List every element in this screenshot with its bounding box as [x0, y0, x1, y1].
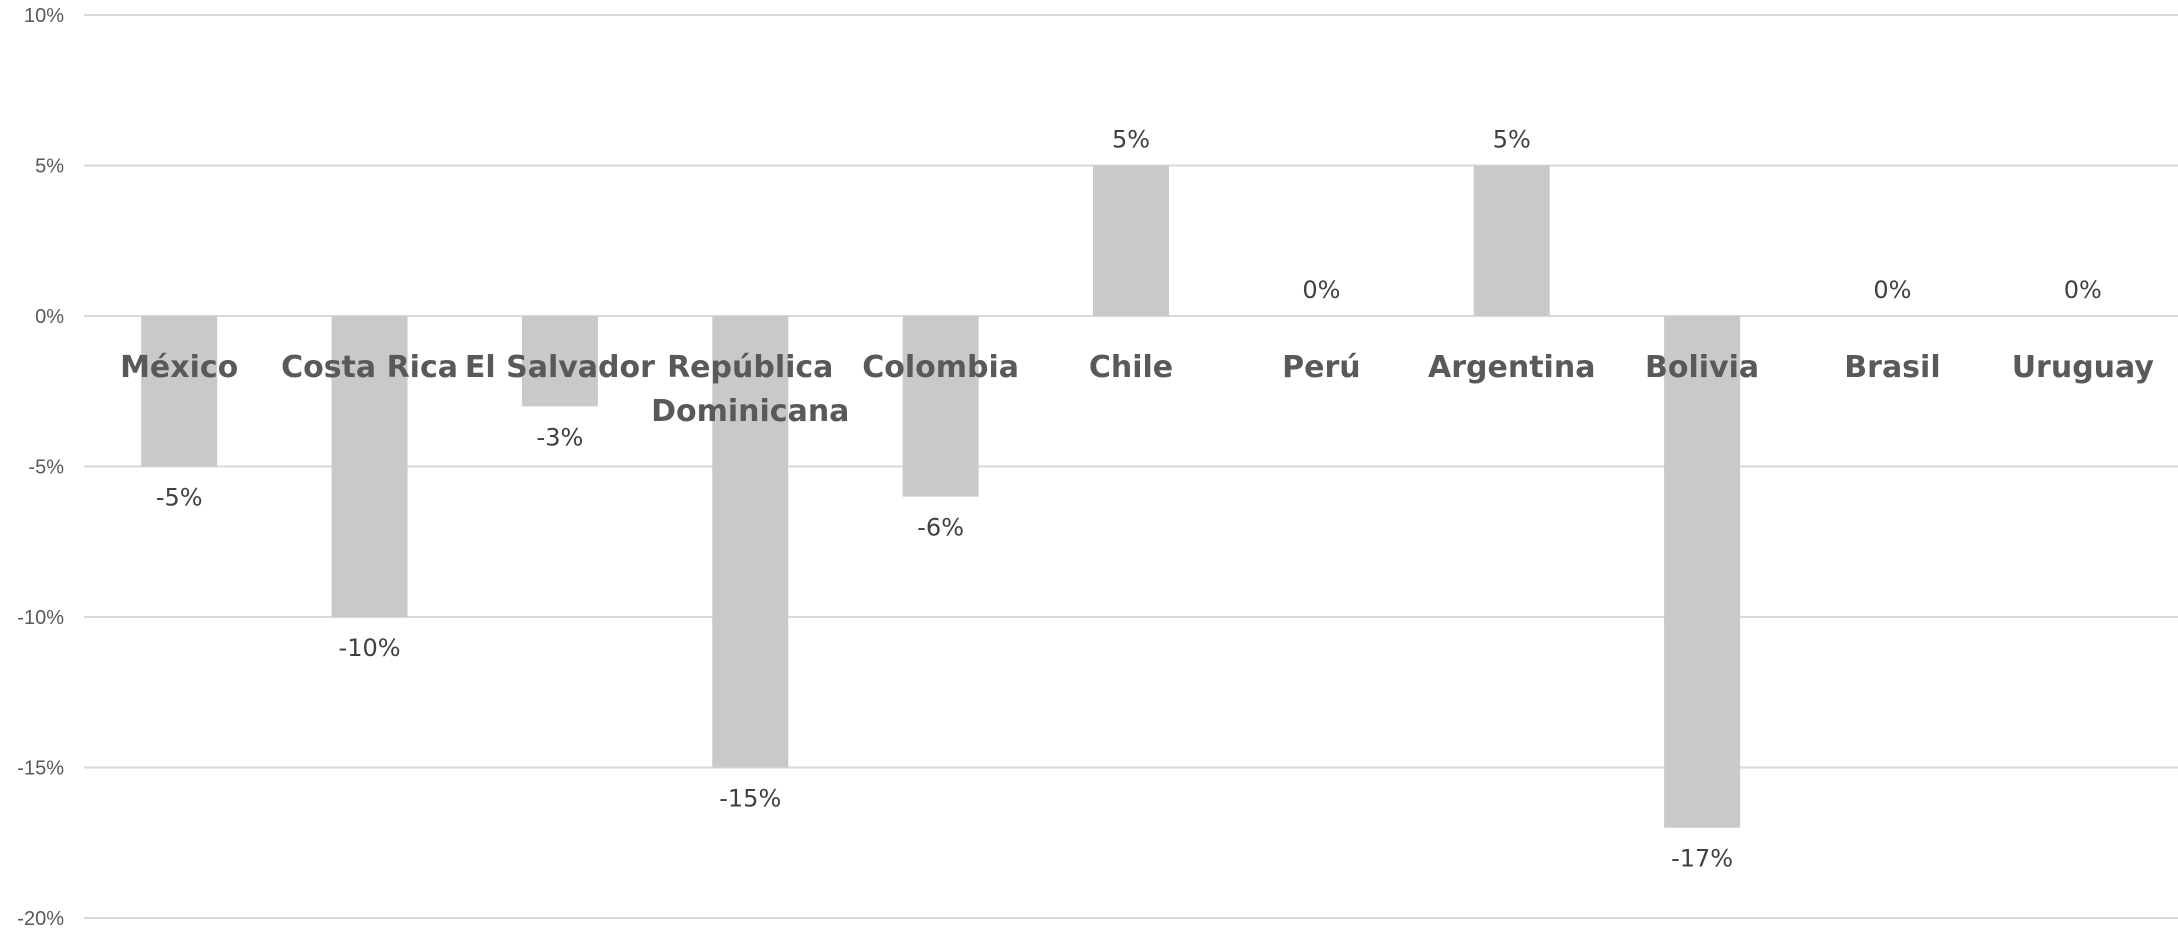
bar: [1664, 316, 1741, 828]
bar: [521, 316, 598, 407]
y-tick-label: -20%: [17, 908, 64, 930]
category-label-line: República: [667, 350, 833, 385]
category-label: México: [120, 350, 238, 385]
category-label: Costa Rica: [281, 350, 458, 385]
category-label-line: Colombia: [862, 350, 1019, 385]
data-label: -15%: [719, 785, 781, 813]
y-tick-label: -5%: [28, 457, 64, 479]
bar: [331, 316, 408, 617]
category-label-line: Chile: [1089, 350, 1173, 385]
category-label-line: Uruguay: [2012, 350, 2155, 385]
category-label: Bolivia: [1645, 350, 1759, 385]
bar: [902, 316, 979, 497]
y-tick-label: 10%: [24, 5, 64, 27]
category-label: El Salvador: [465, 350, 655, 385]
data-label: -10%: [339, 634, 401, 662]
category-label-line: Argentina: [1428, 350, 1595, 385]
category-label: República Dominicana: [651, 350, 849, 429]
category-label: Argentina: [1428, 350, 1595, 385]
y-tick-label: 5%: [35, 156, 64, 178]
data-label: 5%: [1493, 126, 1531, 154]
category-label-line: Bolivia: [1645, 350, 1759, 385]
category-label-line: México: [120, 350, 238, 385]
bar: [712, 316, 789, 768]
y-tick-label: -10%: [17, 607, 64, 629]
category-label: Perú: [1282, 350, 1361, 385]
y-tick-label: 0%: [35, 306, 64, 328]
category-label-line: Costa Rica: [281, 350, 458, 385]
bars: [141, 165, 1741, 828]
y-tick-label: -15%: [17, 758, 64, 780]
y-axis-tick-labels: 10% 5% 0% -5% -10% -15% -20%: [17, 5, 64, 930]
data-label: 5%: [1112, 126, 1150, 154]
data-label: -6%: [917, 514, 964, 542]
category-labels: México Costa Rica El Salvador República Domi…: [120, 350, 2154, 429]
data-label: 0%: [1302, 276, 1340, 304]
category-label-line: Brasil: [1844, 350, 1940, 385]
category-label-line: Perú: [1282, 350, 1361, 385]
bar: [1093, 165, 1169, 316]
category-label: Brasil: [1844, 350, 1940, 385]
category-label: Colombia: [862, 350, 1019, 385]
data-label: 0%: [1873, 276, 1911, 304]
data-label: -17%: [1671, 845, 1733, 873]
category-label: Uruguay: [2012, 350, 2155, 385]
category-label: Chile: [1089, 350, 1173, 385]
data-label: -3%: [537, 423, 584, 451]
category-label-line: Dominicana: [651, 394, 849, 429]
bar: [141, 316, 218, 467]
data-labels: -5% -10% -3% -15% -6% 5% 0% 5% -17% 0% 0%: [156, 126, 2102, 873]
category-label-line: El Salvador: [465, 350, 655, 385]
data-label: 0%: [2064, 276, 2102, 304]
data-label: -5%: [156, 484, 203, 512]
bar: [1473, 165, 1550, 316]
